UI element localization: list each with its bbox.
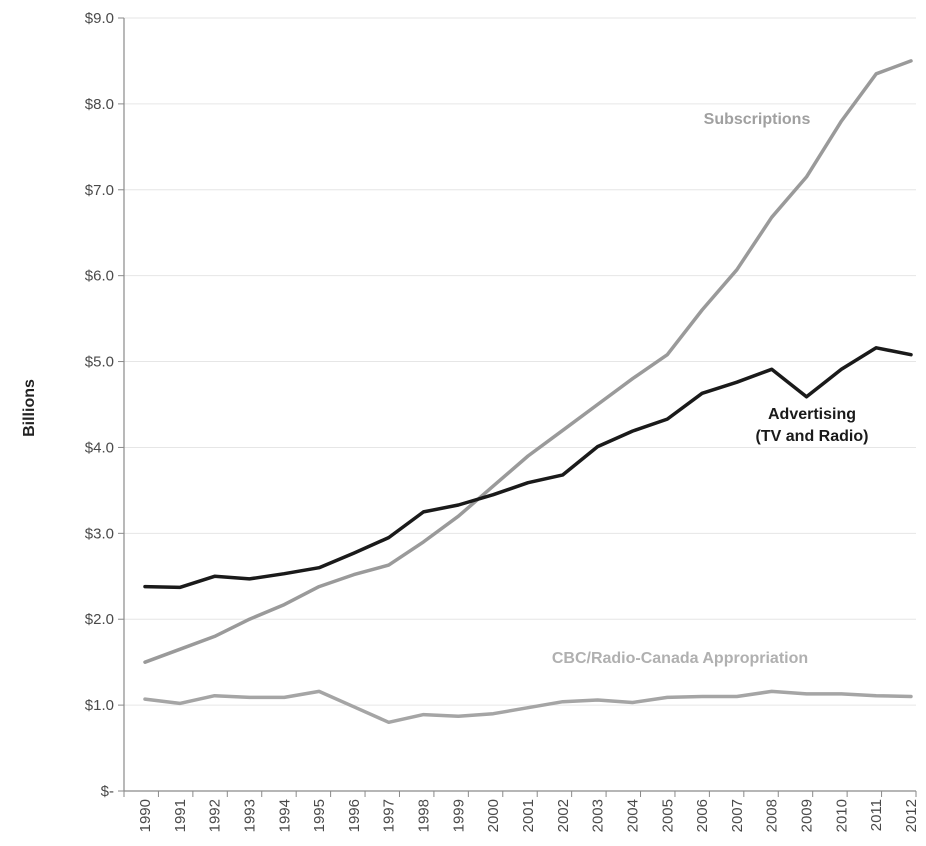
x-tick-label: 2005 (659, 799, 676, 832)
x-tick-label: 1993 (241, 799, 258, 832)
x-tick-label: 2010 (833, 799, 850, 832)
series-label: (TV and Radio) (756, 428, 869, 445)
y-tick-label: $1.0 (85, 697, 114, 714)
y-axis-label: Billions (21, 379, 38, 437)
x-tick-label: 2006 (694, 799, 711, 832)
x-tick-label: 2001 (520, 799, 537, 832)
series-line (143, 59, 913, 664)
x-tick-label: 2012 (903, 799, 920, 832)
x-tick-label: 2008 (764, 799, 781, 832)
y-tick-label: $7.0 (85, 182, 114, 199)
y-axis-ticks: $- $1.0 $2.0 $3.0 $4.0 $5.0 $6.0 $7.0 $8.0 $9.0 (85, 10, 124, 800)
series-label: Advertising (768, 406, 856, 423)
y-tick-label: $2.0 (85, 611, 114, 628)
y-tick-label: $6.0 (85, 268, 114, 285)
series-lines (143, 59, 913, 725)
x-axis-ticks: 1990 1991 1992 1993 1994 1995 1996 1997 1998 1999… (123, 791, 920, 832)
x-tick-label: 2007 (729, 799, 746, 832)
x-tick-label: 1992 (207, 799, 224, 832)
gridlines (124, 17, 916, 706)
series-label: CBC/Radio-Canada Appropriation (552, 650, 808, 667)
series-labels: Subscriptions Advertising (TV and Radio) CB… (552, 111, 869, 667)
y-tick-label: $4.0 (85, 439, 114, 456)
y-tick-label: $9.0 (85, 10, 114, 27)
x-tick-label: 2009 (799, 799, 816, 832)
x-tick-label: 1991 (172, 799, 189, 832)
x-tick-label: 1997 (381, 799, 398, 832)
x-tick-label: 1999 (450, 799, 467, 832)
x-tick-label: 2004 (624, 799, 641, 832)
series-label: Subscriptions (704, 111, 811, 128)
y-tick-label: $3.0 (85, 525, 114, 542)
x-tick-label: 2011 (868, 799, 885, 831)
series-line (143, 689, 913, 725)
x-tick-label: 1996 (346, 799, 363, 832)
y-tick-label: $- (101, 783, 114, 800)
x-tick-label: 1994 (276, 799, 293, 832)
x-tick-label: 2002 (555, 799, 572, 832)
series-line (143, 346, 913, 590)
axes (123, 18, 916, 792)
x-tick-label: 2000 (485, 799, 502, 832)
x-tick-label: 1995 (311, 799, 328, 832)
x-tick-label: 1998 (416, 799, 433, 832)
y-tick-label: $8.0 (85, 96, 114, 113)
y-tick-label: $5.0 (85, 354, 114, 371)
x-tick-label: 2003 (590, 799, 607, 832)
x-tick-label: 1990 (137, 799, 154, 832)
